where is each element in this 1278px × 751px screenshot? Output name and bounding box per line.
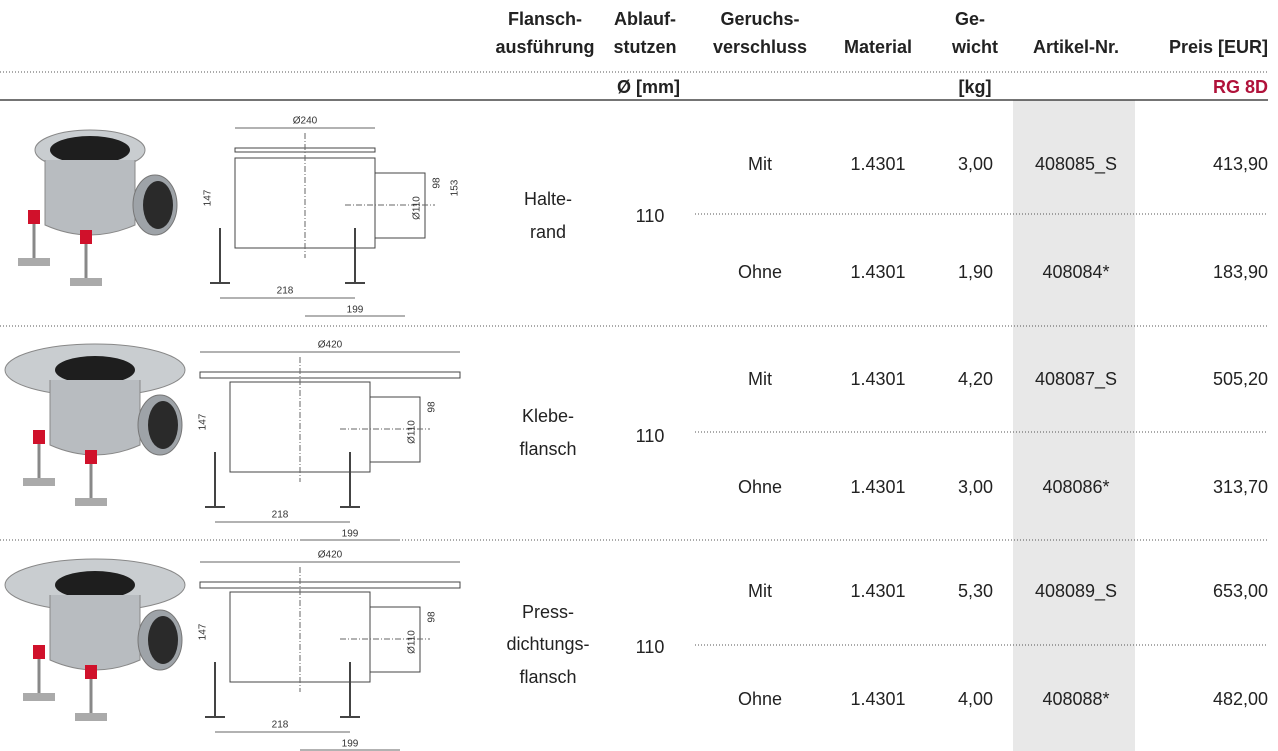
article-number: 408086* xyxy=(1042,477,1109,497)
drawing-label: Ø420 xyxy=(318,550,343,561)
weight: 1,90 xyxy=(958,262,993,282)
photo-screw xyxy=(85,665,97,679)
header-text: Flansch- xyxy=(508,9,582,29)
photo-screw xyxy=(28,210,40,224)
trap: Mit xyxy=(748,369,772,389)
weight: 5,30 xyxy=(958,581,993,601)
photo-foot xyxy=(75,498,107,506)
photo-pipe-hole xyxy=(143,181,173,229)
header-text: Geruchs- xyxy=(720,9,799,29)
drawing-label: 147 xyxy=(198,623,209,640)
weight: 3,00 xyxy=(958,477,993,497)
subheader-text: [kg] xyxy=(959,77,992,97)
photo-screw xyxy=(80,230,92,244)
subheader-text: Ø [mm] xyxy=(617,77,680,97)
photo-foot xyxy=(18,258,50,266)
flange-name: flansch xyxy=(519,439,576,459)
drawing-label: 153 xyxy=(450,179,461,196)
photo-foot xyxy=(23,693,55,701)
weight: 4,20 xyxy=(958,369,993,389)
price: 183,90 xyxy=(1213,262,1268,282)
article-number: 408088* xyxy=(1042,689,1109,709)
price: 505,20 xyxy=(1213,369,1268,389)
drawing-label: 199 xyxy=(347,305,364,316)
weight: 3,00 xyxy=(958,154,993,174)
article-number: 408089_S xyxy=(1035,581,1117,602)
price-group: RG 8D xyxy=(1213,77,1268,97)
trap: Ohne xyxy=(738,477,782,497)
photo-pipe-hole xyxy=(148,616,178,664)
header-text: stutzen xyxy=(614,37,677,57)
weight: 4,00 xyxy=(958,689,993,709)
material: 1.4301 xyxy=(850,477,905,497)
header-text: Ge- xyxy=(955,9,985,29)
price: 653,00 xyxy=(1213,581,1268,601)
drawing-label: 199 xyxy=(342,529,359,540)
outlet-size: 110 xyxy=(636,637,665,657)
drawing-label: Ø110 xyxy=(412,196,423,220)
photo-body xyxy=(49,380,141,456)
photo-grate xyxy=(50,136,130,164)
photo-foot xyxy=(75,713,107,721)
photo-foot xyxy=(23,478,55,486)
material: 1.4301 xyxy=(850,689,905,709)
drawing-flange xyxy=(199,371,461,379)
trap: Mit xyxy=(748,581,772,601)
photo-screw xyxy=(85,450,97,464)
trap: Ohne xyxy=(738,262,782,282)
flange-name: flansch xyxy=(519,667,576,687)
material: 1.4301 xyxy=(850,154,905,174)
price: 313,70 xyxy=(1213,477,1268,497)
header-text: Preis [EUR] xyxy=(1169,37,1268,57)
drawing-label: Ø240 xyxy=(293,116,318,127)
header-text: Artikel-Nr. xyxy=(1033,37,1119,57)
header-text: verschluss xyxy=(713,37,807,57)
photo-screw xyxy=(33,645,45,659)
material: 1.4301 xyxy=(850,581,905,601)
article-number: 408085_S xyxy=(1035,154,1117,175)
drawing-label: 98 xyxy=(427,401,438,413)
drawing-label: 218 xyxy=(272,720,289,731)
outlet-size: 110 xyxy=(636,206,665,226)
header-text: Ablauf- xyxy=(614,9,676,29)
price: 413,90 xyxy=(1213,154,1268,174)
drawing-label: 98 xyxy=(427,611,438,623)
header-text: wicht xyxy=(951,37,998,57)
photo-grate xyxy=(55,571,135,599)
flange-name: Klebe- xyxy=(522,406,574,426)
drawing-label: Ø420 xyxy=(318,340,343,351)
trap: Ohne xyxy=(738,689,782,709)
outlet-size: 110 xyxy=(636,426,665,446)
drawing-label: 147 xyxy=(198,413,209,430)
drawing-label: Ø110 xyxy=(407,420,418,444)
article-column-bg xyxy=(1013,100,1135,751)
trap: Mit xyxy=(748,154,772,174)
photo-grate xyxy=(55,356,135,384)
photo-body xyxy=(44,160,136,236)
article-number: 408087_S xyxy=(1035,369,1117,390)
flange-name: rand xyxy=(530,222,566,242)
photo-body xyxy=(49,595,141,671)
drawing-label: Ø110 xyxy=(407,630,418,654)
drawing-label: 199 xyxy=(342,739,359,750)
drawing-flange xyxy=(199,581,461,589)
header-text: Material xyxy=(844,37,912,57)
drawing-label: 218 xyxy=(272,510,289,521)
flange-name: dichtungs- xyxy=(506,634,589,654)
drawing-label: 98 xyxy=(432,177,443,189)
article-number: 408084* xyxy=(1042,262,1109,282)
header-text: ausführung xyxy=(496,37,595,57)
photo-pipe-hole xyxy=(148,401,178,449)
material: 1.4301 xyxy=(850,369,905,389)
flange-name: Press- xyxy=(522,602,574,622)
flange-name: Halte- xyxy=(524,189,572,209)
drawing-label: 147 xyxy=(203,189,214,206)
price: 482,00 xyxy=(1213,689,1268,709)
photo-screw xyxy=(33,430,45,444)
material: 1.4301 xyxy=(850,262,905,282)
photo-foot xyxy=(70,278,102,286)
drawing-label: 218 xyxy=(277,286,294,297)
